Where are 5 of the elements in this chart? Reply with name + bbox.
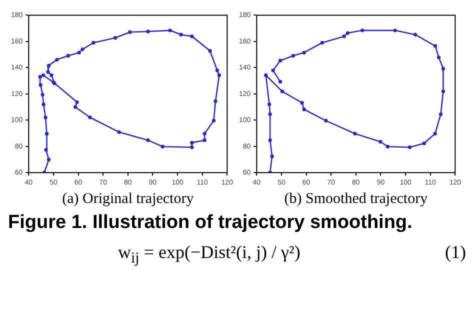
text: Figure 1. Illustration of trajectory smoothing.	[8, 212, 414, 234]
x-axis-title: (a) Original trajectory	[62, 190, 194, 207]
text: (1)	[445, 242, 466, 264]
text: w$_{ij}$ = exp(−Dist²(i, j) / γ²)	[118, 242, 300, 268]
x-axis-title: (b) Smoothed trajectory	[284, 190, 428, 207]
